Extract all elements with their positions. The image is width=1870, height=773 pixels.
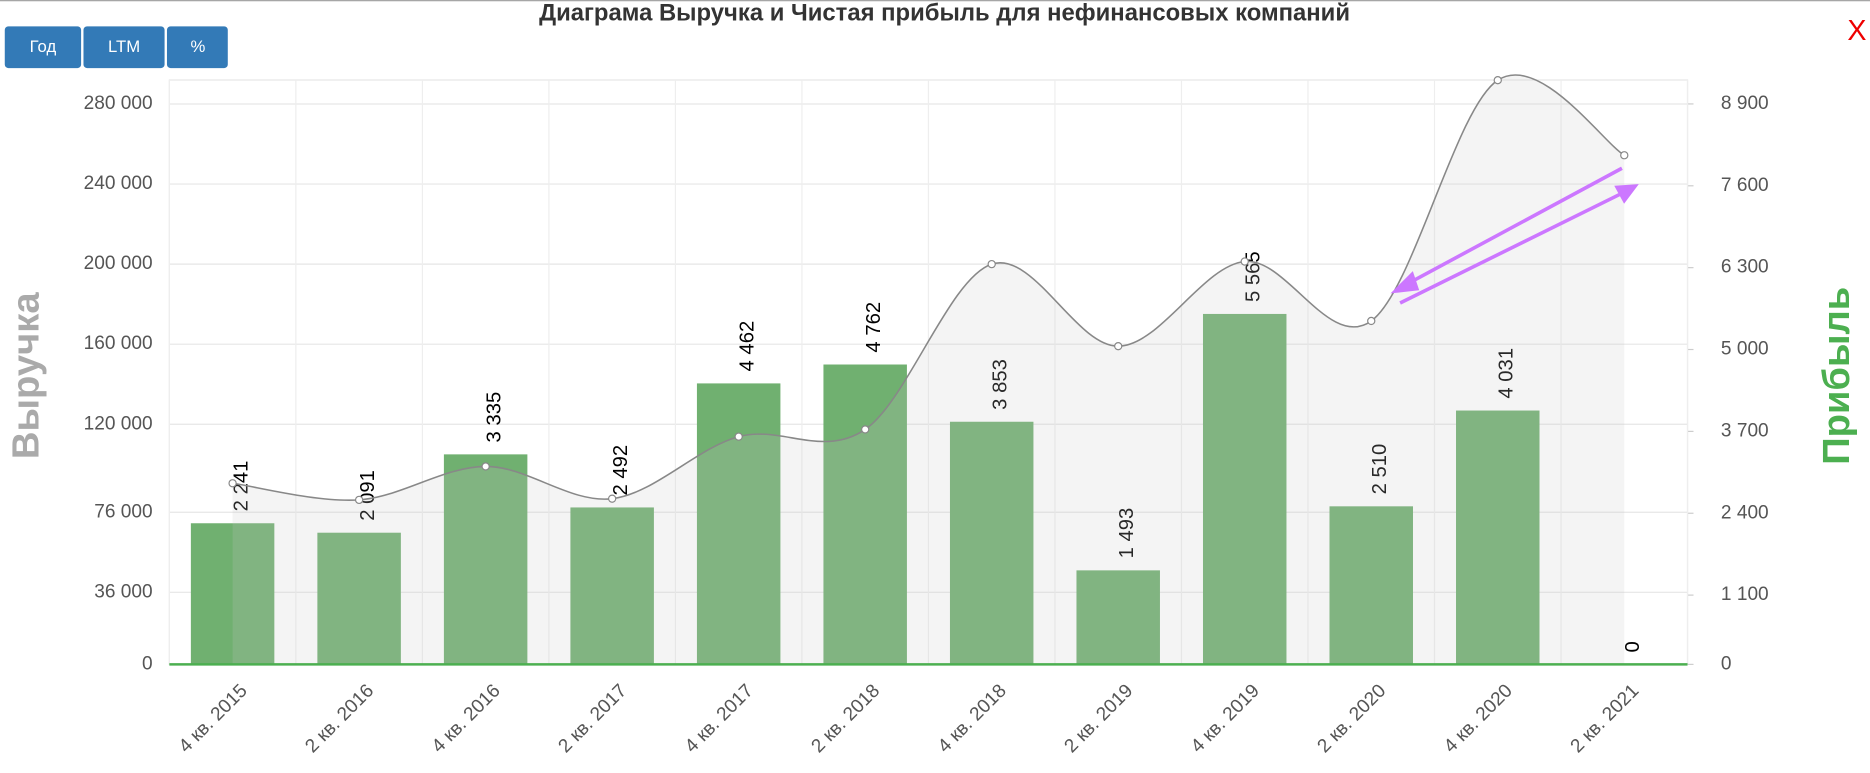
bar-label: 4 031 (1496, 348, 1518, 399)
bar-label: 4 762 (863, 302, 885, 353)
bar (317, 532, 401, 665)
bar (1202, 313, 1287, 665)
x-tick-label: 4 кв. 2018 (934, 680, 1011, 757)
point (987, 259, 996, 269)
bar (443, 454, 528, 665)
y2-tick-label: 5 000 (1721, 339, 1769, 360)
y-tick-label: 36 000 (94, 581, 152, 602)
y-tick-label: 120 000 (84, 413, 153, 434)
y2-tick-label: 0 (1721, 653, 1732, 674)
point (228, 479, 237, 488)
point (354, 495, 364, 505)
x-tick-label: 4 кв. 2016 (428, 680, 505, 757)
bar (823, 364, 907, 665)
button-label[interactable]: LTM (108, 37, 140, 56)
x-tick-label: 2 кв. 2018 (808, 680, 885, 757)
bar (696, 383, 781, 665)
button-label[interactable]: Год (30, 37, 57, 56)
chart-title: Диаграма Выручка и Чистая прибыль для не… (539, 0, 1350, 27)
point (481, 462, 490, 471)
y2-tick-label: 7 600 (1721, 175, 1769, 196)
button[interactable]: Год (4, 26, 82, 69)
bar (1329, 506, 1413, 665)
point (1620, 151, 1629, 160)
x-tick-label: 2 кв. 2016 (301, 680, 378, 757)
point (1493, 76, 1502, 85)
x-tick-label: 2 кв. 2020 (1314, 680, 1391, 757)
bar (190, 523, 275, 665)
x-tick-label: 4 кв. 2015 (175, 680, 252, 757)
point (861, 425, 870, 434)
x-tick-label: 4 кв. 2020 (1440, 680, 1517, 757)
x-tick-label: 4 кв. 2017 (681, 680, 758, 757)
x-tick-label: 4 кв. 2019 (1187, 680, 1264, 757)
bar (570, 507, 654, 665)
point (607, 494, 617, 503)
y-tick-label: 240 000 (84, 173, 153, 194)
bar (1456, 410, 1540, 665)
point (1240, 257, 1249, 266)
y2-tick-label: 1 100 (1721, 584, 1769, 605)
bar-label: 3 335 (484, 392, 506, 443)
bar-label: 2 510 (1369, 444, 1391, 495)
y-tick-label: 76 000 (94, 501, 152, 522)
close-button[interactable]: X (1847, 15, 1866, 47)
area (232, 74, 1625, 665)
y2-tick-label: 2 400 (1721, 502, 1769, 523)
x-tick-label: 2 кв. 2019 (1061, 680, 1138, 757)
point (1367, 316, 1376, 326)
point (734, 432, 743, 441)
y2-tick-label: 3 700 (1721, 420, 1769, 441)
y-tick-label: 280 000 (84, 93, 153, 114)
button[interactable]: LTM (83, 26, 165, 69)
annotation-arrows (1390, 166, 1639, 305)
bar (949, 421, 1034, 665)
bar (1076, 570, 1160, 665)
y-tick-label: 200 000 (84, 253, 153, 274)
y2-tick-label: 8 900 (1721, 93, 1769, 114)
bar-label: 4 462 (737, 321, 759, 372)
bar-label: 2 492 (610, 445, 632, 496)
bar-label: 1 493 (1116, 508, 1138, 559)
button[interactable]: % (166, 26, 228, 69)
y2-axis-title: Прибыль (1815, 287, 1858, 465)
bar-label: 2 091 (357, 470, 379, 521)
point (1114, 341, 1123, 351)
y-axis-title: Выручка (5, 292, 48, 459)
y2-tick-label: 6 300 (1721, 257, 1769, 278)
y-tick-label: 160 000 (84, 333, 153, 354)
x-tick-label: 2 кв. 2021 (1567, 680, 1644, 757)
button-label[interactable]: % (191, 37, 206, 56)
x-tick-label: 2 кв. 2017 (555, 680, 632, 757)
bar-label: 2 241 (231, 461, 253, 512)
bar-label: 3 853 (990, 359, 1012, 410)
bar-label: 0 (1622, 641, 1644, 652)
y-tick-label: 0 (142, 653, 153, 674)
